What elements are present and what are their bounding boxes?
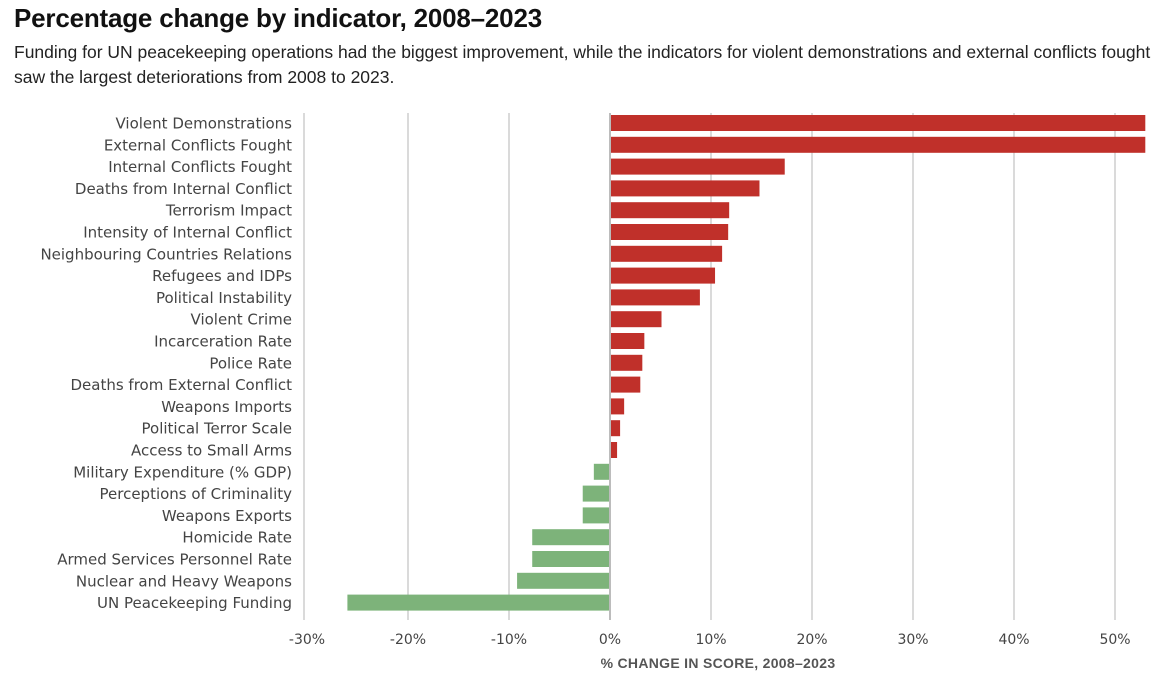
bar [611,224,729,240]
category-label: Political Terror Scale [142,420,293,438]
category-label: Violent Demonstrations [115,115,292,133]
category-label: UN Peacekeeping Funding [97,594,292,612]
x-tick-label: 40% [998,632,1029,648]
category-label: Internal Conflicts Fought [108,158,292,176]
category-label: Weapons Exports [162,507,292,525]
category-label: Homicide Rate [182,529,292,547]
bar [611,158,785,175]
bar [517,572,609,589]
bar [611,420,621,437]
bar [611,398,625,415]
category-label: Intensity of Internal Conflict [83,224,292,242]
bar [611,442,618,458]
bar [611,136,1146,153]
x-tick-label: 0% [599,632,621,648]
bar [611,354,643,371]
category-label: Neighbouring Countries Relations [40,245,292,263]
bar [532,551,609,567]
category-label: External Conflicts Fought [104,136,292,154]
bar [611,267,716,284]
chart-title: Percentage change by indicator, 2008–202… [14,3,542,33]
x-tick-label: -10% [491,632,527,648]
x-tick-label: 30% [897,632,928,648]
category-label: Terrorism Impact [165,202,292,220]
chart-subtitle: Funding for UN peacekeeping operations h… [14,42,1151,87]
category-label: Refugees and IDPs [152,267,292,285]
x-tick-label: 20% [796,632,827,648]
category-label: Armed Services Personnel Rate [57,551,292,569]
category-label: Military Expenditure (% GDP) [73,463,292,481]
bar [611,115,1146,131]
category-label: Access to Small Arms [131,442,292,460]
gridlines [303,113,1116,620]
bar [582,485,609,502]
category-label: Deaths from External Conflict [70,376,292,394]
category-label: Deaths from Internal Conflict [75,180,292,198]
x-axis-title: % CHANGE IN SCORE, 2008–2023 [601,655,836,671]
category-label: Incarceration Rate [154,333,292,351]
bar [611,289,700,306]
x-axis-ticks: -30% -20% -10% 0% 10% 20% 30% 40% 50% [289,632,1131,648]
bar [582,507,609,524]
bar [593,463,609,480]
x-tick-label: 10% [695,632,726,648]
bar [611,245,723,262]
category-label: Perceptions of Criminality [100,485,293,503]
bar [611,333,645,349]
bar [611,202,730,219]
bar [532,529,609,546]
category-labels: Violent Demonstrations External Conflicts… [40,115,292,613]
bars [347,115,1146,611]
category-label: Police Rate [209,354,292,372]
category-label: Political Instability [156,289,292,307]
bar [611,376,641,393]
bar [611,311,662,328]
category-label: Nuclear and Heavy Weapons [76,572,292,590]
bar [347,594,609,611]
category-label: Weapons Imports [161,398,292,416]
x-tick-label: -20% [390,632,426,648]
bar [611,180,760,197]
x-tick-label: 50% [1099,632,1130,648]
category-label: Violent Crime [191,311,292,329]
x-tick-label: -30% [289,632,325,648]
